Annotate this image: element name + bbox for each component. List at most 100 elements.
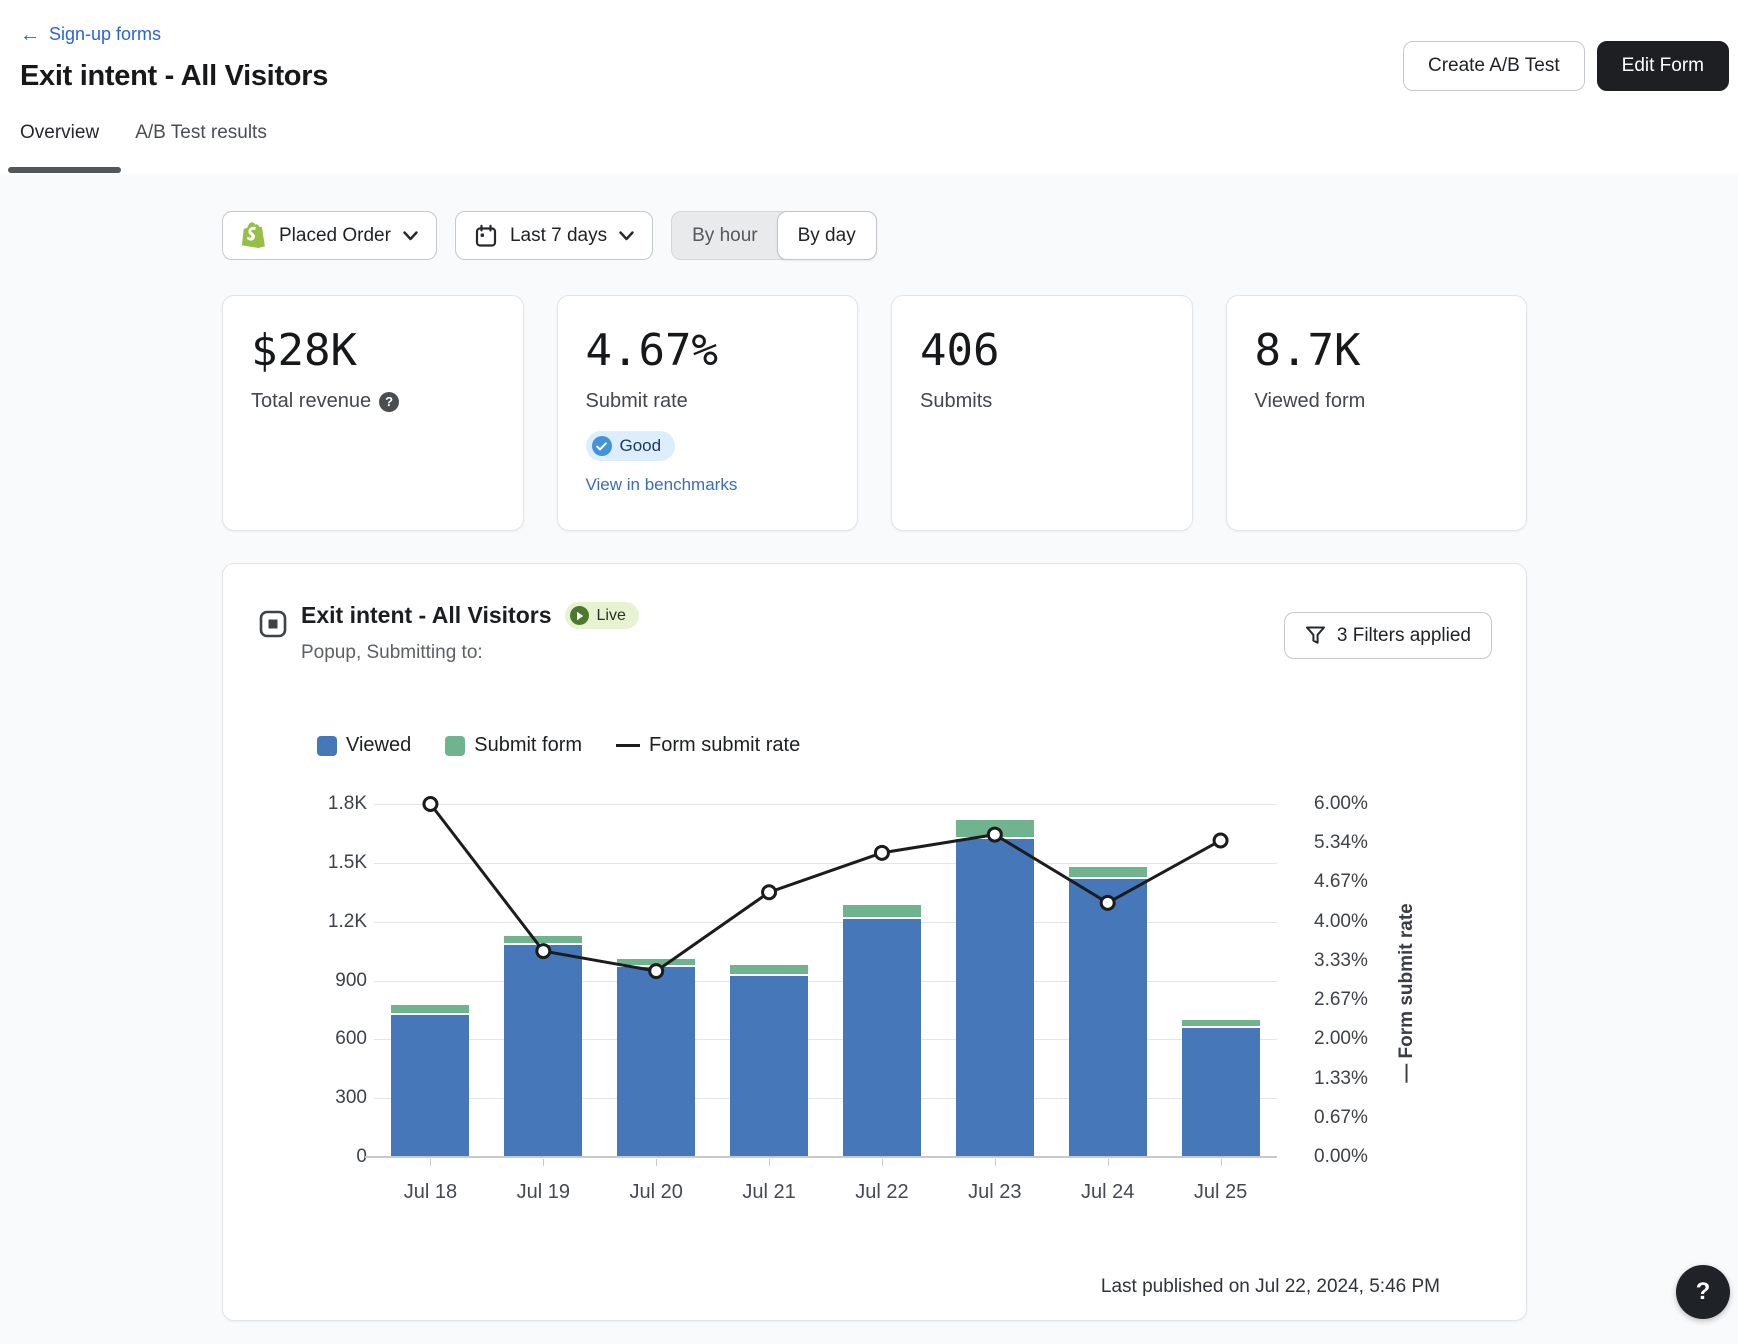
tab-ab-test-results[interactable]: A/B Test results: [135, 122, 267, 143]
metric-card-submits: 406 Submits: [891, 295, 1193, 531]
x-axis-tick-mark: [1107, 1159, 1109, 1166]
x-axis-tick-label: Jul 25: [1193, 1181, 1248, 1203]
filter-row: Placed Order Last 7 days By hour By day: [222, 211, 877, 260]
breadcrumb-back-link[interactable]: ← Sign-up forms: [20, 24, 161, 45]
x-axis-tick-label: Jul 24: [1081, 1181, 1135, 1203]
play-circle-icon: [570, 606, 590, 625]
metric-label-text: Submits: [920, 390, 993, 413]
legend-item-form-submit-rate[interactable]: Form submit rate: [616, 734, 800, 757]
conversion-metric-dropdown[interactable]: Placed Order: [222, 211, 437, 260]
x-axis-tick-mark: [430, 1159, 432, 1166]
granularity-by-hour[interactable]: By hour: [692, 224, 758, 246]
metric-value: 8.7K: [1254, 325, 1361, 376]
create-ab-test-button[interactable]: Create A/B Test: [1402, 41, 1585, 91]
chevron-down-icon: [619, 230, 634, 240]
metric-label: Viewed form: [1255, 390, 1499, 413]
view-in-benchmarks-link[interactable]: View in benchmarks: [585, 475, 738, 495]
bar-viewed: [617, 966, 696, 1157]
y-axis-right-tick-label: 3.33%: [1314, 949, 1368, 971]
metric-label: Submits: [920, 390, 1164, 413]
x-axis-tick-label: Jul 19: [516, 1181, 570, 1203]
filters-applied-label: 3 Filters applied: [1336, 624, 1471, 646]
y-axis-left-tick-label: 1.2K: [327, 910, 367, 932]
filter-funnel-icon: [1305, 626, 1325, 644]
gridline: [374, 804, 1277, 805]
metric-label-text: Viewed form: [1254, 390, 1366, 413]
legend-item-submit-form[interactable]: Submit form: [445, 734, 582, 757]
metric-value: $28K: [251, 325, 357, 376]
line-marker: [1212, 832, 1229, 849]
help-button[interactable]: ?: [1676, 1265, 1730, 1319]
x-axis-tick-label: Jul 22: [855, 1181, 909, 1203]
tab-overview[interactable]: Overview: [20, 122, 100, 143]
y-axis-right-tick-label: 0.67%: [1314, 1106, 1368, 1128]
gridline: [374, 862, 1277, 864]
y-axis-right-tick-label: 2.67%: [1314, 989, 1368, 1011]
y-axis-right-tick-label: 6.00%: [1314, 793, 1368, 814]
line-marker: [873, 844, 890, 861]
x-axis-tick-mark: [994, 1159, 996, 1166]
filters-applied-button[interactable]: 3 Filters applied: [1283, 612, 1492, 659]
y-axis-right-tick-label: 5.34%: [1314, 832, 1368, 854]
bar-viewed: [955, 839, 1034, 1157]
bar-viewed: [504, 945, 583, 1157]
shopify-icon: [241, 221, 267, 250]
badge-label: Live: [596, 606, 626, 624]
y-axis-left-tick-label: 1.8K: [327, 793, 367, 814]
x-axis-tick-label: Jul 20: [629, 1181, 683, 1203]
legend-label: Viewed: [346, 734, 412, 756]
bar-viewed: [842, 918, 921, 1157]
bar-viewed: [391, 1014, 470, 1157]
date-range-label: Last 7 days: [509, 224, 608, 246]
metric-value: 406: [920, 325, 1000, 376]
form-performance-card: Exit intent - All Visitors Live Popup, S…: [222, 563, 1527, 1321]
x-axis-tick-mark: [543, 1159, 545, 1166]
gridline: [374, 1039, 1277, 1041]
y-axis-right-tick-label: 1.33%: [1314, 1067, 1368, 1089]
active-tab-underline: [8, 167, 121, 173]
y-axis-left-tick-label: 0: [356, 1146, 367, 1167]
metric-card-viewed-form: 8.7K Viewed form: [1225, 295, 1527, 531]
granularity-by-day[interactable]: By day: [776, 211, 877, 260]
form-title-row: Exit intent - All Visitors Live: [301, 602, 639, 629]
date-range-dropdown[interactable]: Last 7 days: [454, 211, 654, 260]
form-title: Exit intent - All Visitors: [301, 602, 552, 628]
legend-swatch: [317, 735, 337, 756]
bar-submit-form: [842, 904, 921, 917]
granularity-toggle: By hour By day: [671, 211, 877, 260]
y-axis-left-tick-label: 900: [335, 969, 367, 991]
y-axis-left-tick-label: 1.5K: [327, 851, 367, 873]
legend-swatch: [616, 744, 641, 747]
chevron-down-icon: [403, 230, 418, 240]
badge-label: Good: [619, 436, 662, 456]
legend-label: Form submit rate: [649, 734, 801, 756]
conversion-metric-label: Placed Order: [279, 224, 391, 246]
bar-viewed: [730, 975, 809, 1157]
chart-legend: Viewed Submit form Form submit rate: [317, 734, 800, 757]
x-axis-line: [365, 1156, 1277, 1158]
help-tooltip-icon[interactable]: ?: [379, 391, 400, 412]
legend-item-viewed[interactable]: Viewed: [317, 734, 411, 757]
x-axis-tick-label: Jul 21: [742, 1181, 796, 1203]
right-axis-title: — Form submit rate: [1396, 903, 1417, 1083]
legend-label: Submit form: [474, 734, 583, 756]
metric-value: 4.67%: [585, 325, 718, 376]
y-axis-right-tick-label: 4.67%: [1314, 871, 1368, 893]
bar-submit-form: [730, 964, 809, 974]
form-subtitle: Popup, Submitting to:: [301, 642, 483, 663]
calendar-icon: [474, 224, 498, 248]
tab-bar: Overview A/B Test results: [20, 122, 267, 160]
metric-card-total-revenue: $28K Total revenue ?: [222, 295, 524, 531]
metric-card-submit-rate: 4.67% Submit rate Good View in benchmark…: [556, 295, 858, 531]
bar-submit-form: [617, 958, 696, 965]
x-axis-tick-mark: [881, 1159, 883, 1166]
bar-submit-form: [955, 819, 1034, 838]
bar-submit-form: [1068, 866, 1147, 877]
y-axis-left-tick-label: 600: [335, 1028, 367, 1050]
metric-label: Total revenue ?: [251, 390, 495, 413]
x-axis-tick-mark: [656, 1159, 658, 1166]
edit-form-button[interactable]: Edit Form: [1596, 41, 1729, 91]
bar-viewed: [1181, 1027, 1260, 1157]
bar-viewed: [1068, 878, 1147, 1157]
